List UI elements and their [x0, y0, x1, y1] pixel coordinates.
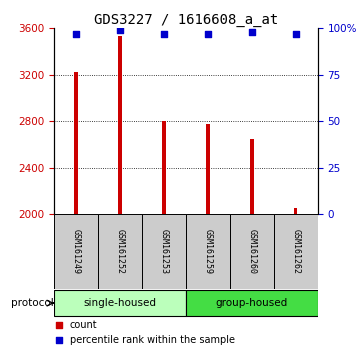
Point — [293, 31, 299, 37]
Point — [117, 27, 123, 33]
Bar — [54, 214, 98, 289]
Point — [161, 31, 167, 37]
Point — [57, 337, 62, 342]
Bar — [186, 214, 230, 289]
Bar — [206, 124, 210, 214]
Text: protocol: protocol — [10, 298, 53, 308]
Text: single-housed: single-housed — [83, 298, 157, 308]
Text: percentile rank within the sample: percentile rank within the sample — [70, 335, 235, 344]
Bar — [162, 121, 166, 214]
Bar — [274, 214, 318, 289]
Bar — [186, 290, 318, 316]
Bar — [294, 209, 297, 214]
Text: GSM161253: GSM161253 — [160, 229, 169, 274]
Text: GSM161249: GSM161249 — [71, 229, 81, 274]
Point — [205, 31, 211, 37]
Point — [249, 29, 255, 35]
Point — [57, 322, 62, 328]
Text: GSM161259: GSM161259 — [203, 229, 212, 274]
Bar — [250, 139, 253, 214]
Bar — [142, 214, 186, 289]
Text: GSM161252: GSM161252 — [116, 229, 125, 274]
Text: GSM161262: GSM161262 — [291, 229, 300, 274]
Point — [73, 31, 79, 37]
Bar — [118, 36, 122, 214]
Bar — [54, 290, 186, 316]
Title: GDS3227 / 1616608_a_at: GDS3227 / 1616608_a_at — [94, 13, 278, 27]
Bar — [74, 73, 78, 214]
Bar — [98, 214, 142, 289]
Bar — [230, 214, 274, 289]
Text: GSM161260: GSM161260 — [247, 229, 256, 274]
Text: count: count — [70, 320, 97, 330]
Text: group-housed: group-housed — [216, 298, 288, 308]
